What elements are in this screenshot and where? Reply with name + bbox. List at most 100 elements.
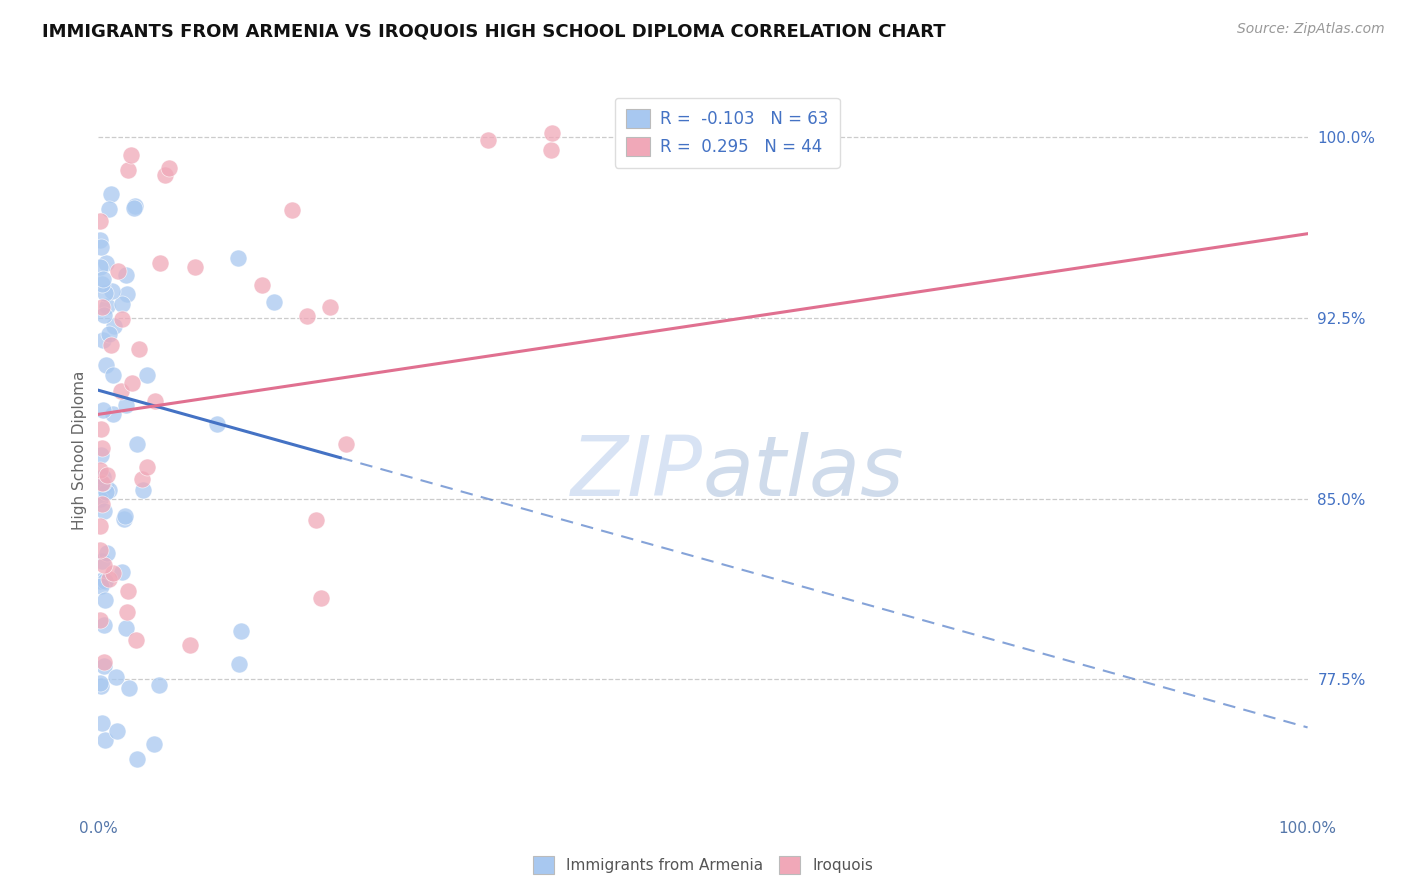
Text: ZIP: ZIP — [571, 432, 703, 513]
Point — [93, 659, 115, 673]
Point — [295, 309, 318, 323]
Point — [226, 251, 249, 265]
Point — [100, 187, 122, 202]
Point — [136, 368, 159, 382]
Text: atlas: atlas — [703, 432, 904, 513]
Point — [90, 300, 112, 314]
Point — [131, 472, 153, 486]
Legend: Immigrants from Armenia, Iroquois: Immigrants from Armenia, Iroquois — [527, 850, 879, 880]
Point — [101, 284, 124, 298]
Point — [93, 617, 115, 632]
Point — [114, 398, 136, 412]
Y-axis label: High School Diploma: High School Diploma — [72, 371, 87, 530]
Point — [94, 593, 117, 607]
Point — [90, 679, 112, 693]
Point — [309, 591, 332, 605]
Point — [128, 343, 150, 357]
Point — [98, 202, 121, 217]
Point — [98, 483, 121, 498]
Point — [110, 384, 132, 398]
Point — [96, 299, 118, 313]
Point — [121, 376, 143, 390]
Point — [93, 286, 115, 301]
Point — [120, 148, 142, 162]
Point — [143, 394, 166, 409]
Point — [91, 402, 114, 417]
Point — [90, 554, 112, 568]
Point — [228, 657, 250, 671]
Point — [135, 460, 157, 475]
Point — [281, 202, 304, 217]
Point — [250, 277, 273, 292]
Point — [90, 497, 112, 511]
Point — [540, 143, 562, 157]
Point — [89, 519, 111, 533]
Point — [91, 334, 114, 348]
Text: IMMIGRANTS FROM ARMENIA VS IROQUOIS HIGH SCHOOL DIPLOMA CORRELATION CHART: IMMIGRANTS FROM ARMENIA VS IROQUOIS HIGH… — [42, 22, 946, 40]
Point — [101, 368, 124, 382]
Point — [98, 572, 121, 586]
Point — [142, 737, 165, 751]
Point — [93, 732, 115, 747]
Point — [90, 277, 112, 291]
Point — [183, 260, 205, 274]
Point — [93, 308, 115, 322]
Point — [91, 272, 114, 286]
Point — [125, 752, 148, 766]
Point — [127, 437, 149, 451]
Legend: R =  -0.103   N = 63, R =  0.295   N = 44: R = -0.103 N = 63, R = 0.295 N = 44 — [614, 97, 839, 168]
Point — [159, 161, 181, 176]
Point — [96, 546, 118, 560]
Point — [90, 579, 112, 593]
Point — [101, 407, 124, 421]
Point — [205, 417, 228, 432]
Point — [101, 566, 124, 580]
Point — [89, 543, 111, 558]
Point — [117, 286, 139, 301]
Point — [94, 484, 117, 499]
Point — [89, 213, 111, 227]
Point — [91, 715, 114, 730]
Point — [111, 297, 134, 311]
Point — [103, 318, 125, 333]
Point — [179, 638, 201, 652]
Point — [90, 475, 112, 490]
Point — [231, 624, 253, 639]
Point — [93, 504, 115, 518]
Point — [89, 492, 111, 507]
Point — [94, 574, 117, 589]
Point — [155, 168, 177, 182]
Point — [263, 295, 285, 310]
Point — [117, 583, 139, 598]
Point — [105, 670, 128, 684]
Point — [477, 133, 499, 147]
Point — [114, 508, 136, 523]
Point — [114, 621, 136, 635]
Point — [94, 256, 117, 270]
Point — [90, 422, 112, 436]
Point — [89, 233, 111, 247]
Point — [89, 463, 111, 477]
Point — [97, 326, 120, 341]
Point — [540, 126, 562, 140]
Point — [305, 513, 328, 527]
Point — [115, 268, 138, 282]
Point — [111, 312, 134, 326]
Point — [91, 441, 114, 455]
Point — [132, 483, 155, 498]
Point — [107, 264, 129, 278]
Text: Source: ZipAtlas.com: Source: ZipAtlas.com — [1237, 22, 1385, 37]
Point — [125, 632, 148, 647]
Point — [89, 260, 111, 274]
Point — [90, 240, 112, 254]
Point — [117, 606, 139, 620]
Point — [89, 613, 111, 627]
Point — [122, 201, 145, 215]
Point — [89, 675, 111, 690]
Point — [124, 199, 146, 213]
Point — [318, 300, 340, 314]
Point — [96, 467, 118, 482]
Point — [94, 359, 117, 373]
Point — [335, 437, 357, 451]
Point — [94, 478, 117, 492]
